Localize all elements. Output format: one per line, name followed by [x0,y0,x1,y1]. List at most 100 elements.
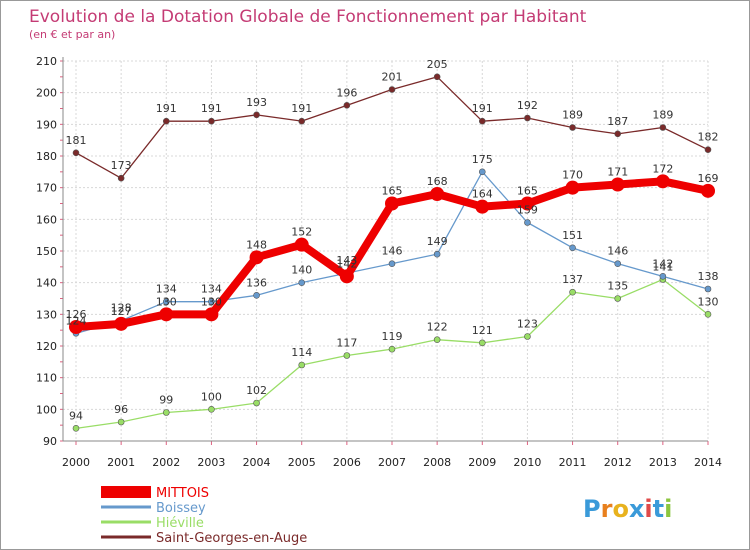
data-label: 205 [427,58,448,71]
data-point [569,288,576,296]
y-tick-label: 160 [36,213,57,226]
data-label: 146 [382,245,403,258]
data-point [117,418,125,426]
logo-letter: o [612,495,629,523]
data-label: 100 [201,390,222,403]
data-point [704,311,712,318]
data-point [610,177,625,192]
data-point [478,168,486,176]
y-tick-label: 100 [36,403,57,416]
logo-letter: t [653,495,664,523]
data-label: 191 [291,102,312,115]
legend-label: Boissey [156,501,206,516]
y-tick-label: 150 [36,245,57,258]
data-label: 192 [517,99,538,112]
x-tick-label: 2009 [468,456,496,469]
data-label: 126 [66,308,87,321]
data-point [162,117,170,125]
x-tick-label: 2007 [378,456,406,469]
legend-swatch [101,535,151,539]
x-tick-label: 2000 [62,456,90,469]
data-label: 148 [246,238,267,251]
data-point [388,86,396,93]
data-label: 181 [66,134,87,147]
data-label: 171 [607,166,628,179]
data-label: 138 [698,270,719,283]
data-point [298,361,306,369]
data-point [339,269,354,284]
data-point [298,279,306,286]
data-point [565,180,580,195]
x-tick-label: 2011 [559,456,587,469]
data-point [701,183,715,198]
data-point [433,73,441,81]
y-tick-label: 110 [36,372,57,385]
data-label: 102 [246,384,267,397]
data-point [433,250,441,258]
data-label: 143 [336,254,357,267]
data-point [659,273,667,280]
data-point [162,298,170,305]
data-point [72,149,80,157]
data-label: 114 [291,346,312,359]
data-label: 130 [201,295,222,308]
y-tick-label: 90 [43,435,57,448]
data-label: 168 [427,175,448,188]
logo-letter: P [583,495,601,523]
x-tick-label: 2003 [197,456,225,469]
legend-swatch [101,520,151,524]
data-label: 151 [562,229,583,242]
data-label: 127 [111,305,132,318]
data-label: 201 [382,71,403,84]
data-point [72,425,80,432]
y-tick-label: 200 [36,87,57,100]
data-point [520,196,535,211]
proxiti-logo: Proxiti [583,495,672,523]
data-point [475,199,490,214]
data-label: 134 [201,283,222,296]
chart-title: Evolution de la Dotation Globale de Fonc… [29,7,587,27]
data-label: 175 [472,153,493,166]
x-tick-label: 2004 [243,456,271,469]
data-labels: 126 127 130 130 148 152 142 165 168 164 165 170 171 1… [66,58,719,423]
data-point [294,237,309,252]
chart-subtitle: (en € et par an) [29,28,115,41]
data-label: 121 [472,324,493,337]
data-point [253,292,260,299]
logo-letter: i [664,495,672,523]
data-point [524,219,531,226]
data-label: 137 [562,273,583,286]
data-point [655,174,670,189]
data-point [388,260,396,267]
data-label: 159 [517,204,538,217]
y-tick-label: 170 [36,182,57,195]
data-label: 182 [698,131,719,144]
y-tick-label: 130 [36,308,57,321]
x-tick-label: 2010 [513,456,541,469]
data-point [69,320,83,334]
data-label: 169 [698,172,719,185]
legend-swatch [101,486,151,498]
data-label: 165 [382,185,403,198]
axes: 90 100 110 120 130 140 150 160 170 180 190 200 210 20… [36,55,722,469]
data-point [249,250,264,265]
data-point [659,124,667,131]
data-point [569,124,576,131]
y-tick-label: 120 [36,340,57,353]
data-label: 189 [652,109,673,122]
data-point [614,260,622,267]
data-label: 128 [111,302,132,315]
data-point [208,298,215,305]
data-point [524,333,531,340]
data-label: 142 [652,257,673,270]
data-point [614,295,622,302]
data-label: 96 [114,403,128,416]
data-label: 122 [427,321,448,334]
logo-letter: r [601,495,613,523]
data-point [159,307,174,322]
data-point [478,117,486,125]
data-label: 136 [246,276,267,289]
data-label: 191 [156,102,177,115]
